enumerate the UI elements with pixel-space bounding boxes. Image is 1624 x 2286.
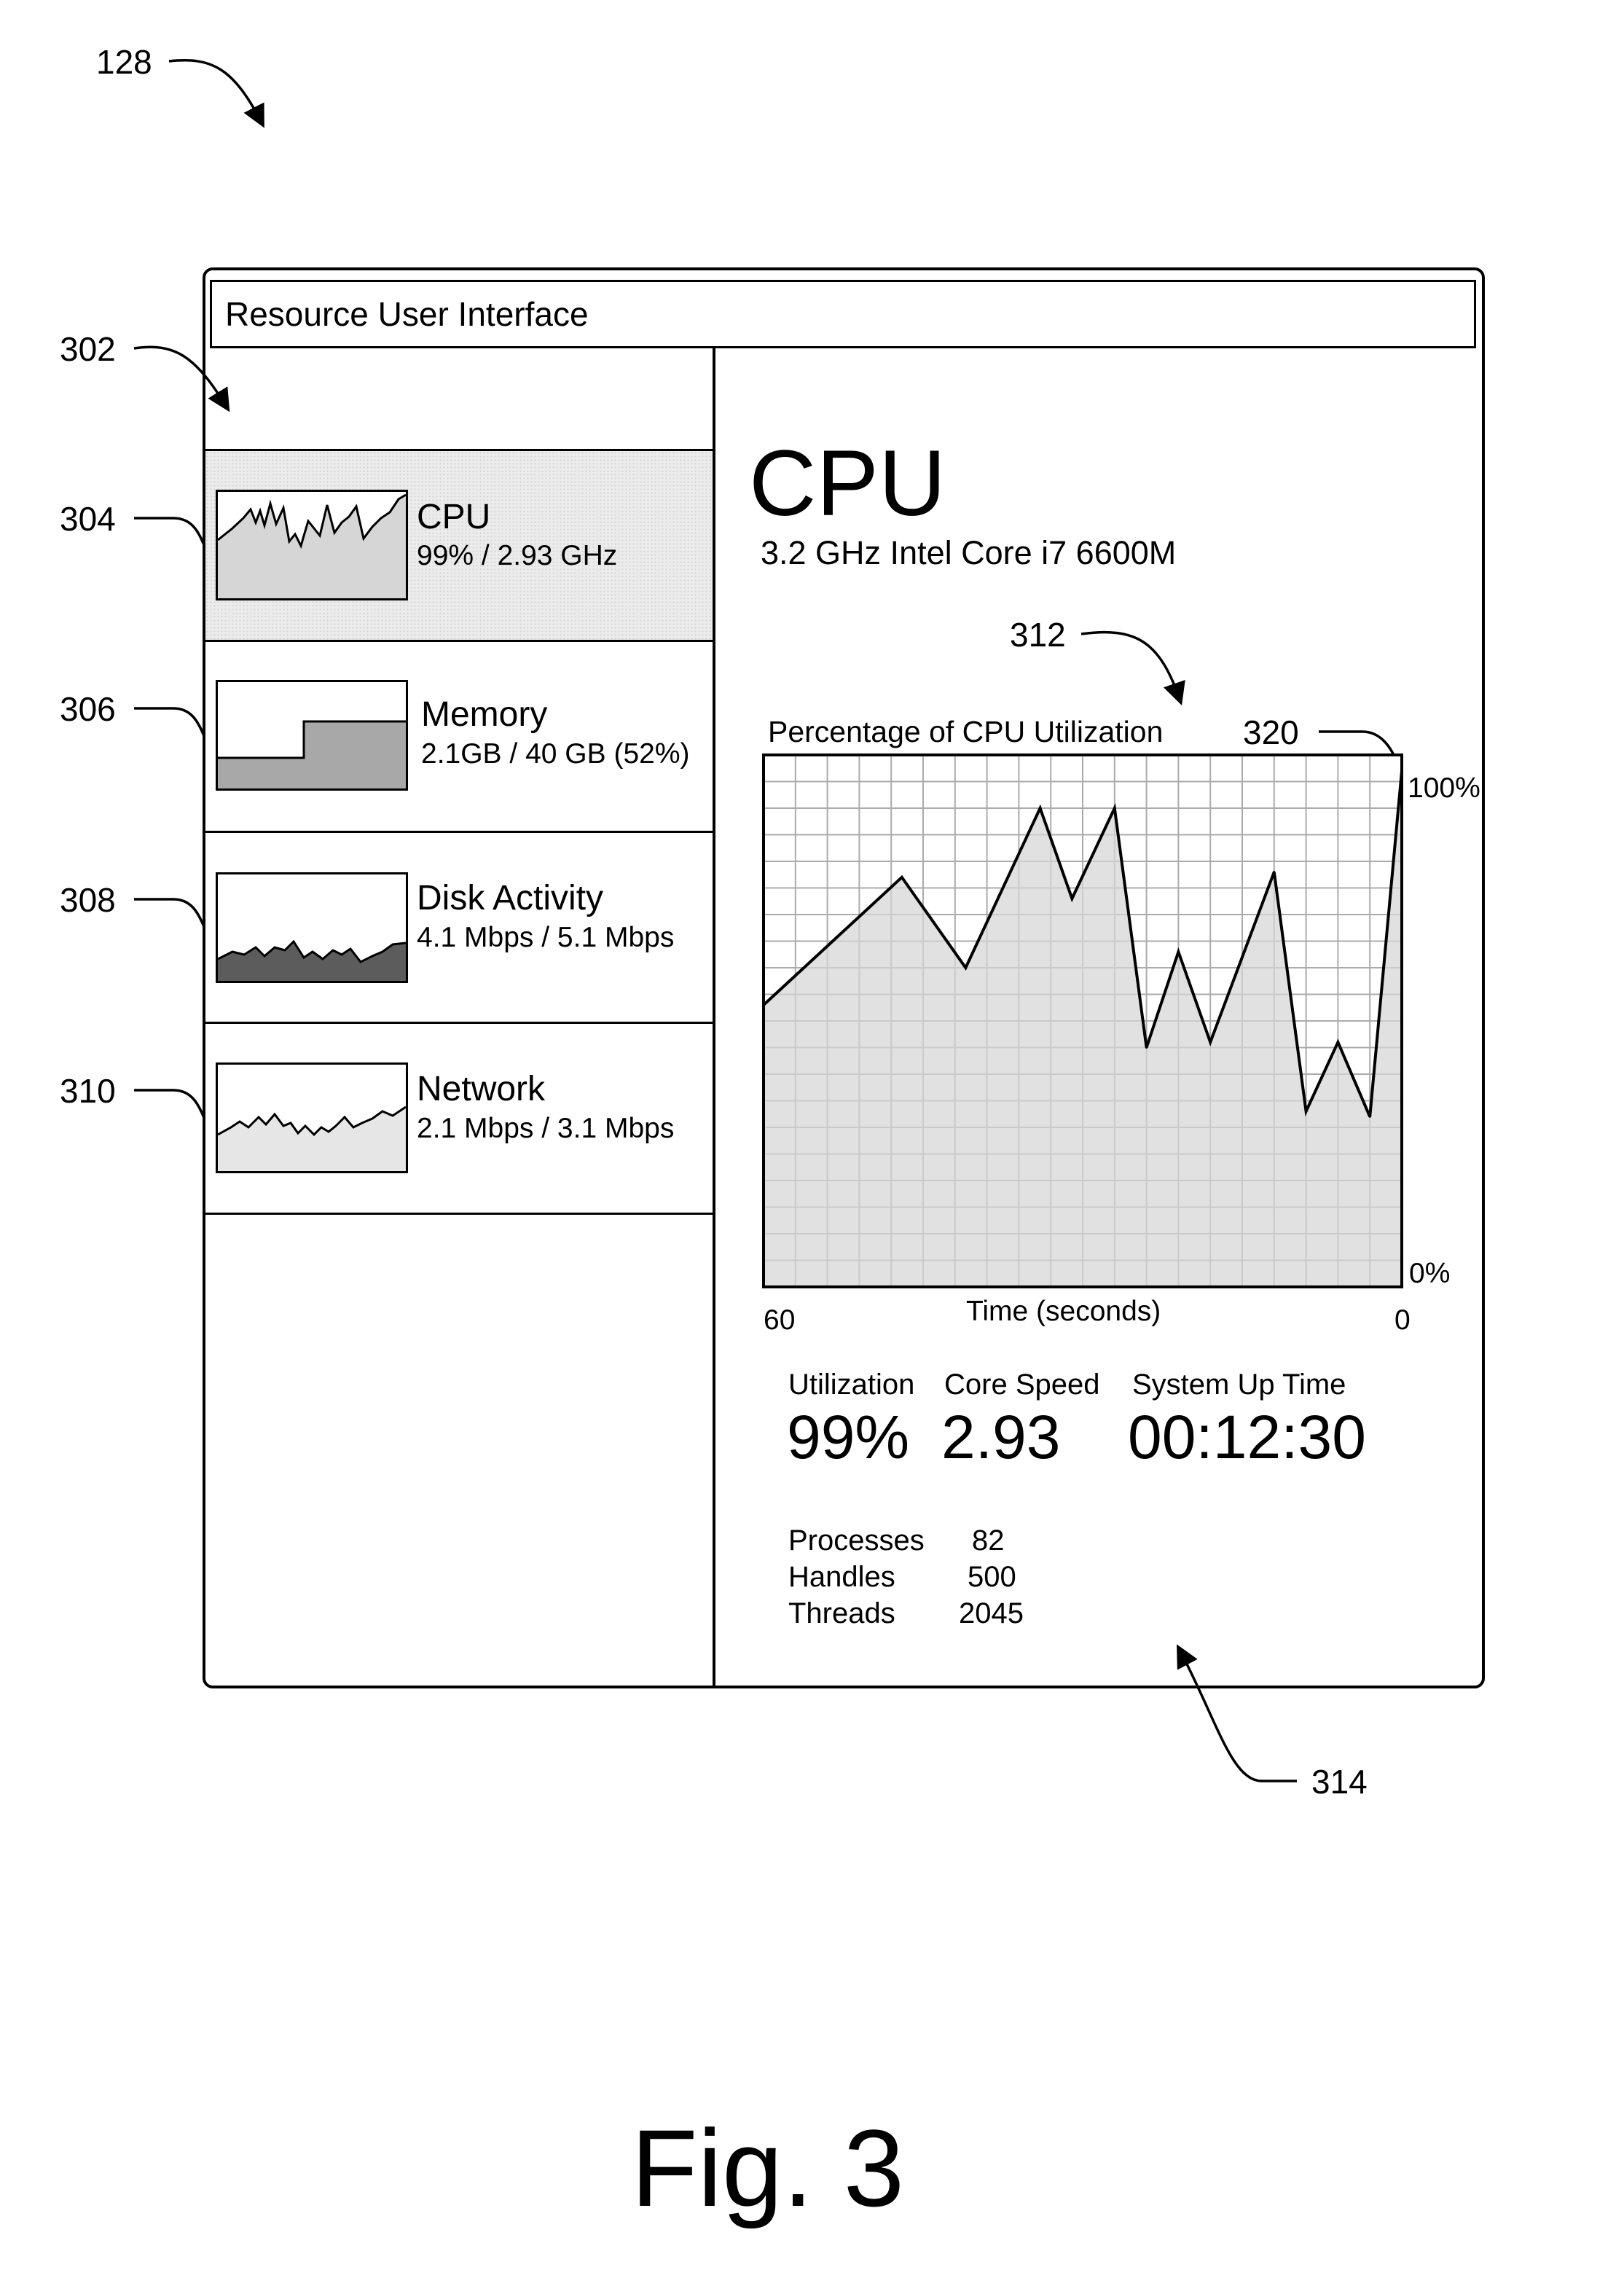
data-point [1369,1116,1371,1118]
count-label-processes: Processes [788,1526,925,1555]
sidebar-item-memory-subtitle: 2.1GB / 40 GB (52%) [421,740,690,768]
data-point [1273,871,1275,873]
data-point [1209,1041,1212,1044]
x-tick-label-left: 60 [764,1306,795,1334]
ref-308: 308 [60,883,116,917]
data-point [1039,807,1041,810]
sidebar-item-cpu[interactable]: CPU 99% / 2.93 GHz [205,451,713,640]
stat-label-core-speed: Core Speed [944,1370,1099,1399]
stat-value-utilization: 99% [787,1406,909,1468]
count-label-threads: Threads [788,1599,895,1628]
leader-310 [134,1090,204,1118]
data-point [1305,1111,1307,1113]
stat-value-system-up-time: 00:12:30 [1128,1406,1366,1468]
leader-306 [134,708,204,736]
pane-divider [713,348,715,1687]
sidebar-divider [205,1213,713,1215]
count-value-processes: 82 [972,1526,1005,1555]
sidebar-item-disk-activity-subtitle: 4.1 Mbps / 5.1 Mbps [417,923,674,952]
ref-306: 306 [60,692,116,726]
sidebar-item-disk-activity-title: Disk Activity [417,881,603,916]
y-tick-label-bottom: 0% [1409,1259,1450,1288]
cpu-thumbnail-graph [216,490,408,600]
chart-title: Percentage of CPU Utilization [768,717,1163,747]
stat-value-core-speed: 2.93 [941,1406,1061,1468]
ref-304: 304 [60,502,116,536]
processor-model: 3.2 GHz Intel Core i7 6600M [761,536,1176,569]
data-point [1337,1041,1339,1044]
leader-308 [134,899,204,927]
data-point [1177,951,1180,953]
details-heading: CPU [749,437,946,531]
data-point [1071,898,1073,900]
ref-310: 310 [60,1074,116,1108]
figure-caption: Fig. 3 [631,2113,904,2223]
stat-label-utilization: Utilization [788,1370,914,1399]
ref-128: 128 [96,45,152,79]
leader-304 [134,518,204,545]
stat-label-system-up-time: System Up Time [1132,1370,1346,1399]
ref-314: 314 [1311,1765,1368,1798]
data-point [1113,807,1115,810]
leader-128 [169,60,262,124]
ref-302: 302 [60,332,116,366]
data-point [965,967,967,969]
sidebar-item-memory[interactable]: Memory 2.1GB / 40 GB (52%) [205,642,713,831]
sidebar-item-network-title: Network [417,1072,545,1107]
count-value-handles: 500 [968,1562,1016,1592]
disk-activity-thumbnail-graph [216,872,408,983]
sidebar-item-cpu-subtitle: 99% / 2.93 GHz [417,541,617,570]
sidebar-item-memory-title: Memory [421,697,547,732]
x-axis-label: Time (seconds) [966,1297,1161,1326]
memory-thumbnail-graph [216,680,408,791]
sidebar-item-disk-activity[interactable]: Disk Activity 4.1 Mbps / 5.1 Mbps [205,833,713,1022]
cpu-utilization-chart [758,749,1413,1303]
network-thumbnail-graph [216,1062,408,1173]
sidebar-item-network[interactable]: Network 2.1 Mbps / 3.1 Mbps [205,1024,713,1213]
count-label-handles: Handles [788,1562,895,1592]
sidebar-item-network-subtitle: 2.1 Mbps / 3.1 Mbps [417,1114,674,1143]
x-tick-label-right: 0 [1394,1306,1411,1334]
data-point [1145,1046,1148,1049]
window-title-bar: Resource User Interface [210,280,1476,348]
y-tick-label-top: 100% [1408,774,1480,802]
data-point [901,876,903,878]
sidebar-item-cpu-title: CPU [417,500,490,535]
count-value-threads: 2045 [959,1599,1024,1628]
